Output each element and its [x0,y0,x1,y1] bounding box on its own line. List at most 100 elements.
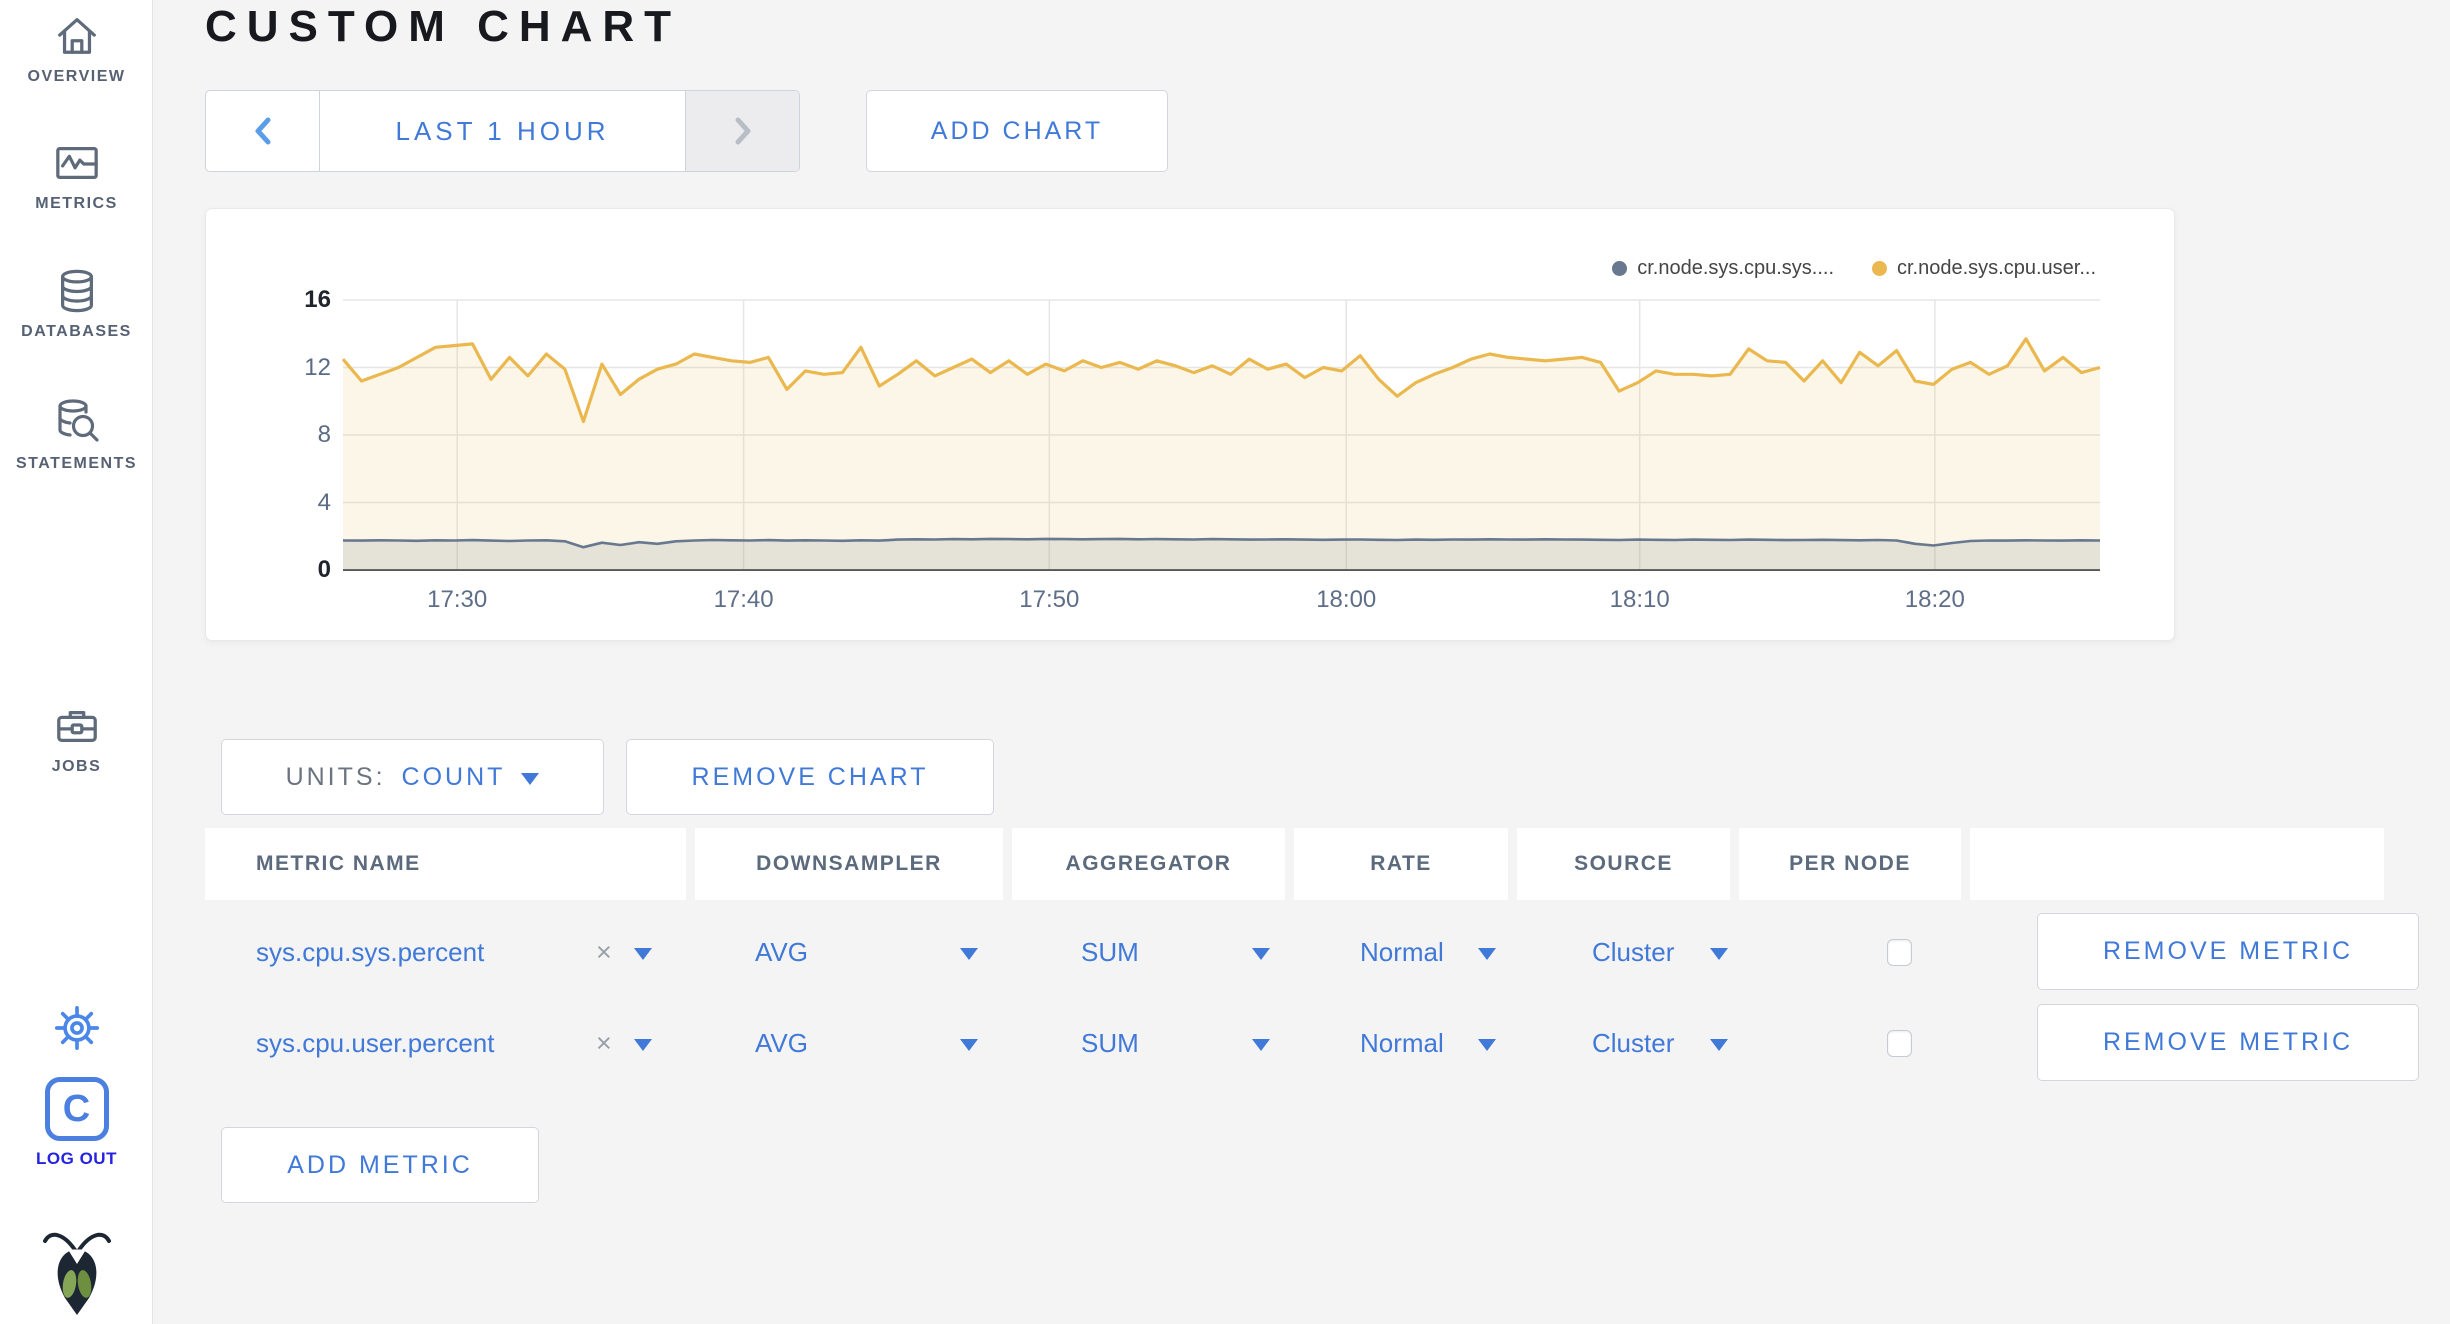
downsampler-value: AVG [755,936,808,967]
time-window-prev-button[interactable] [206,91,320,171]
jobs-icon [56,710,97,743]
column-header-aggregator: AGGREGATOR [1012,828,1285,900]
settings-gear-icon [54,1006,99,1050]
sidebar-item-label: STATEMENTS [15,455,138,472]
time-window-next-button[interactable] [685,91,799,171]
chart-svg [341,299,2101,571]
sidebar-item-overview[interactable]: OVERVIEW [0,13,153,86]
chevron-down-icon [634,1039,652,1051]
x-axis-tick: 18:20 [1904,586,1965,613]
chevron-down-icon [960,948,978,960]
metric-select-caret[interactable] [634,913,652,991]
table-row: sys.cpu.user.percent × AVG SUM Normal Cl… [205,1004,2438,1082]
rate-value: Normal [1360,936,1444,967]
rate-dropdown[interactable]: Normal [1360,1004,1496,1082]
metric-select-caret[interactable] [634,1004,652,1082]
add-chart-button[interactable]: ADD CHART [866,90,1168,172]
rate-value: Normal [1360,1027,1444,1058]
units-value: COUNT [401,762,506,791]
databases-icon [60,269,93,313]
sidebar: OVERVIEW METRICS DATABASES STATEMENTS [0,0,153,1324]
main-content: CUSTOM CHART LAST 1 HOUR ADD CHART cr.no… [153,0,2450,1324]
source-value: Cluster [1592,936,1675,967]
logout-label: LOG OUT [36,1149,117,1168]
remove-chart-button[interactable]: REMOVE CHART [626,739,994,815]
x-axis-tick: 17:30 [427,586,488,613]
column-header-source: SOURCE [1517,828,1730,900]
time-window-label[interactable]: LAST 1 HOUR [395,115,610,146]
legend-dot-icon [1872,261,1887,276]
legend-item-user[interactable]: cr.node.sys.cpu.user... [1872,257,2096,280]
downsampler-dropdown[interactable]: AVG [755,913,978,991]
add-metric-button[interactable]: ADD METRIC [221,1127,539,1203]
metric-name-value: sys.cpu.sys.percent [256,936,485,967]
table-row: sys.cpu.sys.percent × AVG SUM Normal Clu… [205,913,2438,991]
metric-name-dropdown[interactable]: sys.cpu.user.percent [256,1004,494,1082]
sidebar-item-label: JOBS [51,758,102,775]
home-icon [57,18,96,54]
aggregator-dropdown[interactable]: SUM [1081,913,1270,991]
remove-metric-button[interactable]: REMOVE METRIC [2037,913,2419,990]
column-header-actions [1970,828,2384,900]
aggregator-value: SUM [1081,1027,1139,1058]
y-axis-tick: 12 [304,353,331,381]
chevron-left-icon [255,117,270,145]
chart-plot: 0 4 8 12 16 17:30 17:40 17:50 18:00 18:10 18:20 [304,286,2101,613]
chart-legend: cr.node.sys.cpu.sys.... cr.node.sys.cpu.… [1612,257,2096,280]
per-node-checkbox[interactable] [1887,1030,1912,1057]
sidebar-item-metrics[interactable]: METRICS [0,140,153,213]
rate-dropdown[interactable]: Normal [1360,913,1496,991]
chevron-down-icon [1710,1039,1728,1051]
sidebar-item-settings[interactable] [0,1006,153,1050]
remove-metric-button[interactable]: REMOVE METRIC [2037,1004,2419,1081]
chart-card: cr.node.sys.cpu.sys.... cr.node.sys.cpu.… [205,208,2175,641]
downsampler-dropdown[interactable]: AVG [755,1004,978,1082]
source-dropdown[interactable]: Cluster [1592,913,1728,991]
aggregator-dropdown[interactable]: SUM [1081,1004,1270,1082]
column-header-downsampler: DOWNSAMPLER [695,828,1003,900]
legend-label: cr.node.sys.cpu.user... [1897,257,2096,279]
aggregator-value: SUM [1081,936,1139,967]
x-axis-tick: 17:40 [713,586,774,613]
statements-icon [57,399,99,442]
y-axis-tick: 16 [304,286,331,313]
y-axis-tick: 0 [317,556,331,583]
x-axis-tick: 18:00 [1316,586,1377,613]
page-title: CUSTOM CHART [205,2,682,51]
chevron-down-icon [960,1039,978,1051]
chevron-down-icon [634,948,652,960]
downsampler-value: AVG [755,1027,808,1058]
chevron-down-icon [521,773,540,785]
x-axis-tick: 17:50 [1019,586,1080,613]
legend-dot-icon [1612,261,1628,276]
y-axis-tick: 8 [317,421,331,448]
column-header-rate: RATE [1294,828,1508,900]
y-axis-tick: 4 [317,488,331,516]
sidebar-item-statements[interactable]: STATEMENTS [0,398,153,473]
brand-logo [0,1228,153,1316]
sidebar-item-jobs[interactable]: JOBS [0,703,153,776]
clear-metric-icon[interactable]: × [596,936,612,967]
chevron-down-icon [1478,948,1496,960]
per-node-checkbox[interactable] [1887,939,1912,966]
legend-label: cr.node.sys.cpu.sys.... [1637,257,1834,279]
logo-letter: C [62,1087,91,1130]
chevron-right-icon [735,117,750,145]
sidebar-item-label: OVERVIEW [27,68,126,85]
metric-name-dropdown[interactable]: sys.cpu.sys.percent [256,913,484,991]
units-prefix-label: UNITS: [285,762,386,791]
column-header-per-node: PER NODE [1739,828,1961,900]
clear-metric-icon[interactable]: × [596,1027,612,1058]
time-window-selector: LAST 1 HOUR [205,90,800,172]
units-dropdown[interactable]: UNITS: COUNT [221,739,604,815]
source-dropdown[interactable]: Cluster [1592,1004,1728,1082]
sidebar-item-databases[interactable]: DATABASES [0,268,153,341]
sidebar-item-logout[interactable]: C LOG OUT [0,1077,153,1169]
source-value: Cluster [1592,1027,1675,1058]
metrics-icon [55,146,98,180]
legend-item-sys[interactable]: cr.node.sys.cpu.sys.... [1612,257,1834,280]
metrics-table-header: METRIC NAME DOWNSAMPLER AGGREGATOR RATE … [205,828,2438,900]
chevron-down-icon [1252,948,1270,960]
cockroach-bug-icon [42,1232,111,1315]
metric-name-value: sys.cpu.user.percent [256,1027,495,1058]
